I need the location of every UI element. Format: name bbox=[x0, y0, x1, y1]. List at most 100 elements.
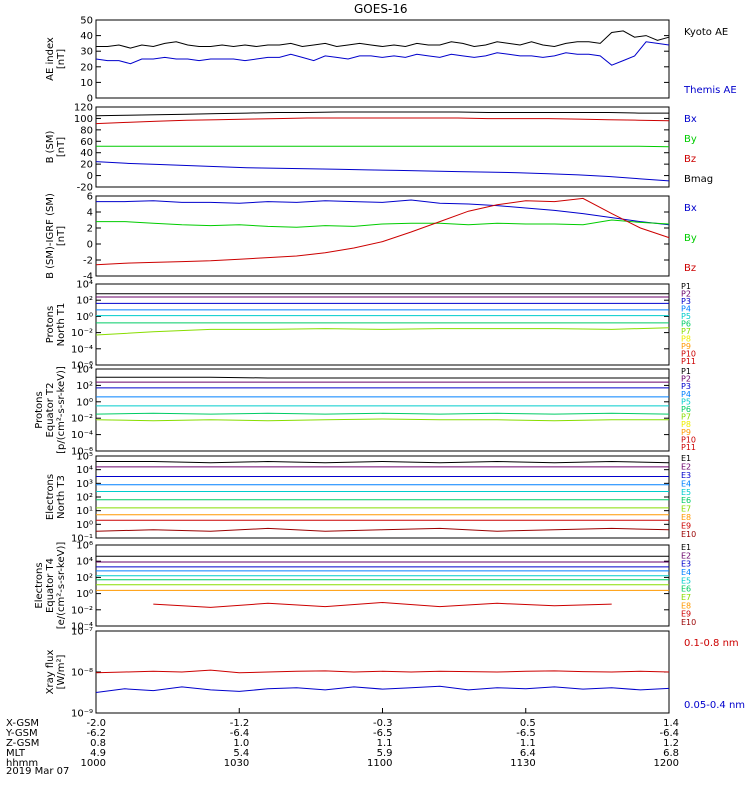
legend-label: E5 bbox=[681, 488, 691, 497]
legend-label: P6 bbox=[681, 320, 691, 329]
series-line-p7 bbox=[95, 418, 669, 422]
legend-label: Bx bbox=[684, 114, 697, 125]
y-tick-label: 10⁰ bbox=[76, 589, 93, 600]
legend-label: E2 bbox=[681, 551, 691, 560]
date-label: 2019 Mar 07 bbox=[6, 766, 70, 777]
y-tick-label: -4 bbox=[83, 272, 93, 283]
x-row-value: -6.4 bbox=[659, 728, 679, 739]
x-row-label: Y-GSM bbox=[5, 728, 38, 739]
x-row-value: 5.9 bbox=[377, 748, 393, 759]
y-tick-label: 10⁻⁶ bbox=[71, 361, 93, 372]
legend-label: P2 bbox=[681, 290, 691, 299]
x-row-value: 1.1 bbox=[520, 738, 536, 749]
series-line-themis-ae bbox=[95, 41, 670, 66]
series-line-bz bbox=[95, 117, 670, 125]
legend-label: E9 bbox=[681, 610, 691, 619]
y-axis-label: [nT] bbox=[56, 137, 67, 157]
y-axis-label: [W/m²] bbox=[56, 654, 67, 689]
y-tick-label: 10⁻² bbox=[71, 328, 93, 339]
y-tick-label: 10² bbox=[76, 493, 93, 504]
legend-label: E7 bbox=[681, 593, 691, 602]
y-tick-label: 120 bbox=[74, 103, 93, 114]
y-axis-label: [e/(cm²-s-sr-keV)] bbox=[56, 542, 67, 630]
series-line-p1 bbox=[96, 376, 669, 379]
x-row-value: 1.0 bbox=[233, 738, 249, 749]
x-row-value: 1200 bbox=[654, 758, 679, 769]
x-row-value: -6.5 bbox=[516, 728, 536, 739]
x-row-value: 1.2 bbox=[663, 738, 679, 749]
x-row-value: 0.8 bbox=[90, 738, 106, 749]
panel-frame bbox=[95, 544, 670, 627]
y-tick-label: 10⁻¹ bbox=[71, 534, 93, 545]
y-axis-label: [p/(cm²-s-sr-keV)] bbox=[56, 366, 67, 454]
y-tick-label: 0 bbox=[87, 240, 93, 251]
y-axis-label: Xray flux bbox=[45, 650, 56, 695]
legend-label: P7 bbox=[681, 327, 691, 336]
series-line-e10 bbox=[95, 527, 670, 532]
y-tick-label: 50 bbox=[80, 16, 93, 27]
x-row-value: -2.0 bbox=[86, 718, 106, 729]
y-tick-label: 10³ bbox=[76, 479, 93, 490]
legend-label: E1 bbox=[681, 543, 691, 552]
y-tick-label: 0 bbox=[87, 94, 93, 105]
legend-label: P6 bbox=[681, 405, 691, 414]
x-row-value: 6.8 bbox=[663, 748, 679, 759]
y-tick-label: 10⁰ bbox=[76, 312, 93, 323]
series-line-by bbox=[96, 145, 670, 148]
legend-label: Bz bbox=[684, 263, 696, 274]
y-tick-label: 10¹ bbox=[76, 506, 93, 517]
legend-label: P1 bbox=[681, 367, 691, 376]
x-row-value: -1.2 bbox=[230, 718, 250, 729]
panel-3: 6 4 2 0 -2 -4 B (SM)-IGRF (SM) [nT] Bx By Bz bbox=[45, 192, 697, 283]
y-tick-label: 10⁴ bbox=[76, 365, 93, 376]
panel-4: 10⁴ 10² 10⁰ 10⁻² 10⁻⁴ 10⁻⁶ Protons North T1 P1P2… bbox=[45, 280, 696, 372]
y-tick-label: 10⁵ bbox=[76, 452, 93, 463]
panel-frame bbox=[95, 455, 670, 539]
legend-label: 0.05-0.4 nm bbox=[684, 700, 745, 711]
legend-label: E1 bbox=[681, 454, 691, 463]
y-tick-label: 10⁰ bbox=[76, 397, 93, 408]
y-tick-label: 10⁴ bbox=[76, 280, 93, 291]
legend-label: P5 bbox=[681, 397, 691, 406]
legend-label: Bx bbox=[684, 203, 697, 214]
y-tick-label: -20 bbox=[77, 183, 93, 194]
x-row-label: MLT bbox=[6, 748, 26, 759]
y-axis-label: Protons bbox=[34, 391, 45, 428]
series-line-kyoto-ae bbox=[96, 30, 670, 49]
x-row-value: -6.4 bbox=[230, 728, 250, 739]
y-tick-label: 10⁻⁸ bbox=[71, 668, 93, 679]
x-row-value: 1030 bbox=[224, 758, 249, 769]
y-tick-label: 10⁰ bbox=[76, 520, 93, 531]
panel-7: 10⁶ 10⁴ 10² 10⁰ 10⁻² 10⁻⁴ Electrons Equator T4[… bbox=[34, 541, 696, 633]
y-tick-label: 80 bbox=[80, 125, 93, 136]
legend-label: E4 bbox=[681, 568, 691, 577]
legend-label: P10 bbox=[681, 350, 696, 359]
y-tick-label: 40 bbox=[80, 148, 93, 159]
y-axis-label: [nT] bbox=[56, 226, 67, 246]
y-axis-label: B (SM) bbox=[45, 130, 56, 163]
y-tick-label: 10⁻⁶ bbox=[71, 447, 93, 458]
legend-label: P5 bbox=[681, 312, 691, 321]
legend-label: P3 bbox=[681, 297, 691, 306]
legend-label: E6 bbox=[681, 496, 691, 505]
series-line-p7 bbox=[95, 327, 670, 336]
panel-5: 10⁴ 10² 10⁰ 10⁻² 10⁻⁴ 10⁻⁶ Protons Equator T2 [p… bbox=[34, 365, 696, 458]
legend-label: Kyoto AE bbox=[684, 27, 728, 38]
legend-label: P9 bbox=[681, 342, 691, 351]
y-axis-label: B (SM)-IGRF (SM) bbox=[45, 193, 56, 279]
x-row-value: 1100 bbox=[367, 758, 392, 769]
series-line-0-05-0-4-nm bbox=[95, 685, 670, 693]
legend-label: E10 bbox=[681, 618, 696, 627]
panel-frame bbox=[95, 368, 670, 452]
series-line-e9 bbox=[153, 601, 612, 608]
y-tick-label: 100 bbox=[74, 114, 93, 125]
y-tick-label: 20 bbox=[80, 62, 93, 73]
x-row-value: 4.9 bbox=[90, 748, 106, 759]
y-tick-label: 10⁴ bbox=[76, 465, 93, 476]
legend-label: By bbox=[684, 233, 697, 244]
y-axis-label: North T3 bbox=[56, 475, 67, 519]
legend-label: P4 bbox=[681, 305, 691, 314]
x-row-value: 6.4 bbox=[520, 748, 536, 759]
x-row-value: 1.4 bbox=[663, 718, 679, 729]
